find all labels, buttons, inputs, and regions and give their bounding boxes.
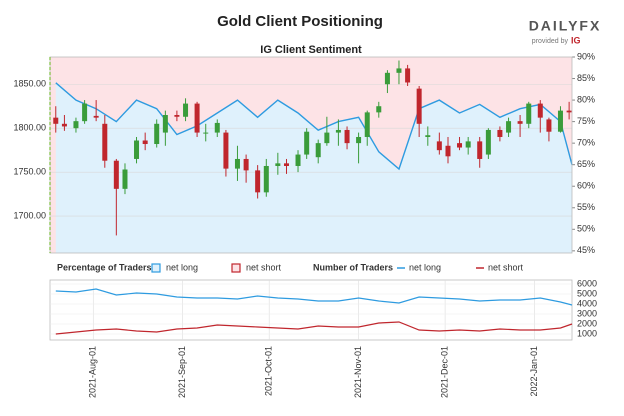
candle-body [223,132,229,169]
candle-body [517,121,523,124]
y-tick-label: 4000 [577,298,597,308]
candle-body [234,158,240,169]
net-long-area [55,82,573,253]
candle-body [457,143,463,148]
y-tick-label: 1850.00 [13,79,46,89]
candle-body [194,103,200,133]
chart-title: Gold Client Positioning [217,13,383,30]
candle-body [142,140,148,145]
logo-brand: IG [571,35,581,45]
y-tick-label: 1000 [577,328,597,338]
y-tick-label: 1800.00 [13,123,46,133]
y2-tick-label: 75% [577,116,595,126]
candle-body [344,129,350,144]
candle-body [557,110,563,132]
legend-swatch [231,263,241,273]
legend-label: net long [166,262,198,272]
candle-body [416,88,422,124]
y-tick-label: 3000 [577,308,597,318]
candle-body [102,123,108,161]
y-tick-label: 2000 [577,318,597,328]
y2-tick-label: 55% [577,202,595,212]
candle-body [526,103,532,124]
candle-body [243,158,249,171]
candle-body [183,103,189,117]
candle-body [73,121,79,129]
candle-body [384,72,390,85]
candle-body [497,129,503,137]
y2-tick-label: 45% [577,245,595,255]
y-tick-label: 6000 [577,278,597,288]
candle-body [566,110,572,113]
candle-body [537,103,543,118]
y2-tick-label: 70% [577,138,595,148]
candle-body [154,123,160,145]
candle-body [485,129,491,155]
y-tick-label: 1750.00 [13,167,46,177]
candle-body [134,140,140,159]
plot-frame [49,279,573,341]
y2-tick-label: 65% [577,159,595,169]
candle-body [436,141,442,151]
legend-swatch [151,263,161,273]
series-line [55,321,573,335]
legend-title: Percentage of Traders [57,262,152,272]
candle-body [203,132,209,134]
x-tick-label: 2021-Aug-01 [88,346,98,398]
legend-title: Number of Traders [313,262,393,272]
candle-body [405,68,411,83]
candle-body [356,136,362,144]
y2-tick-label: 60% [577,181,595,191]
candle-body [315,143,321,158]
logo-provided: provided by [532,38,569,45]
candle-body [465,141,471,148]
candle-body [304,131,310,155]
candle-body [122,169,128,189]
candle-body [364,112,370,137]
y-tick-label: 1700.00 [13,210,46,220]
legend-label: net long [409,262,441,272]
chart-subtitle: IG Client Sentiment [260,44,362,56]
x-tick-label: 2021-Sep-01 [177,346,187,398]
candle-body [295,154,301,166]
x-tick-label: 2022-Jan-01 [529,346,539,397]
logo: DAILYFX [529,18,602,34]
candle-body [324,132,330,144]
candle-body [283,163,289,166]
net-long-line [55,82,573,171]
candle-body [255,170,261,193]
candle-body [335,129,341,133]
candle-body [93,115,99,118]
legend-label: net short [488,262,524,272]
x-tick-label: 2021-Dec-01 [439,346,449,398]
candle-body [82,103,88,122]
series-line [55,288,573,306]
candle-body [174,115,180,117]
legend-label: net short [246,262,282,272]
candle-body [396,68,402,73]
y2-tick-label: 80% [577,94,595,104]
candle-body [263,165,269,193]
candle-body [162,115,168,133]
x-tick-label: 2021-Oct-01 [264,346,274,396]
candle-body [376,106,382,113]
y2-tick-label: 90% [577,51,595,61]
candle-body [53,117,59,124]
candle-body [425,135,431,137]
candle-body [61,123,67,127]
candle-body [275,163,281,166]
y-tick-label: 5000 [577,288,597,298]
candle-body [445,145,451,157]
y2-tick-label: 85% [577,73,595,83]
candle-body [113,160,119,189]
y2-tick-label: 50% [577,224,595,234]
candle-body [214,122,220,133]
candle-body [506,121,512,133]
candle-body [477,141,483,159]
candle-body [546,119,552,132]
x-tick-label: 2021-Nov-01 [353,346,363,398]
